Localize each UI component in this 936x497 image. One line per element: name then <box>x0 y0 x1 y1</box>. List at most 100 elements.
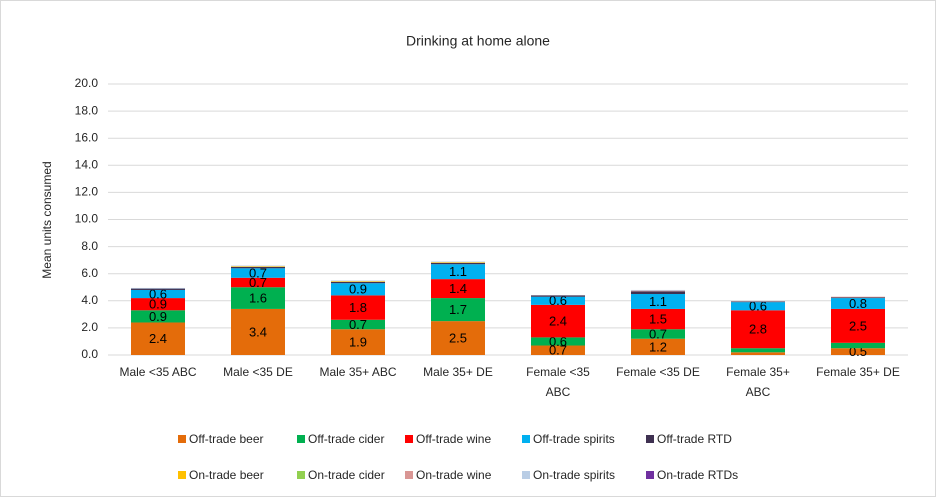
x-tick-label: Male <35 DE <box>223 365 293 379</box>
x-tick-label-line: ABC <box>546 385 571 399</box>
data-label: 0.6 <box>549 293 567 308</box>
legend-swatch <box>522 435 530 443</box>
legend-swatch <box>297 471 305 479</box>
bar-segment <box>331 283 385 296</box>
bar-segment <box>231 277 285 288</box>
bar-segment <box>331 281 385 284</box>
chart-title: Drinking at home alone <box>406 33 550 49</box>
bar-segment <box>731 310 785 349</box>
data-label: 1.9 <box>349 335 367 350</box>
bar-segment <box>831 297 885 299</box>
data-label: 1.8 <box>349 300 367 315</box>
x-tick-label-line: Female <35 <box>526 365 590 379</box>
data-label: 0.6 <box>749 299 767 314</box>
y-tick-label: 10.0 <box>75 212 99 226</box>
bar-segment <box>231 287 285 309</box>
legend-label: On-trade RTDs <box>657 468 738 482</box>
legend-swatch <box>646 435 654 443</box>
y-tick-label: 14.0 <box>75 157 99 171</box>
bar-segment <box>331 295 385 320</box>
x-tick-label-line: Female 35+ <box>726 365 790 379</box>
legend-label: Off-trade beer <box>189 432 263 446</box>
bar-segment <box>131 298 185 311</box>
bar-segment <box>531 296 585 305</box>
x-tick-label: Female <35 DE <box>616 365 700 379</box>
x-tick-label-line: ABC <box>746 385 771 399</box>
data-label: 0.6 <box>149 286 167 301</box>
data-label: 0.7 <box>349 317 367 332</box>
bar-segment <box>631 308 685 330</box>
bar-segment <box>331 329 385 355</box>
legend-swatch <box>178 435 186 443</box>
legend-label: On-trade cider <box>308 468 385 482</box>
data-label: 2.5 <box>449 331 467 346</box>
bar-segment <box>531 304 585 338</box>
data-label: 2.8 <box>749 322 767 337</box>
bar-segment <box>331 281 385 282</box>
y-tick-label: 20.0 <box>75 76 99 90</box>
x-tick-label: Male 35+ ABC <box>319 365 396 379</box>
legend-swatch <box>646 471 654 479</box>
bar-segment <box>631 289 685 291</box>
y-tick-label: 4.0 <box>81 293 98 307</box>
y-tick-label: 2.0 <box>81 320 98 334</box>
bar-segment <box>631 290 685 292</box>
bar-segment <box>131 289 185 299</box>
data-label: 1.1 <box>649 294 667 309</box>
bar-segment <box>831 342 885 349</box>
legend-swatch <box>405 471 413 479</box>
bar-segment <box>131 287 185 289</box>
data-label: 1.6 <box>249 291 267 306</box>
x-tick-label: Female <35 ABC <box>526 365 590 399</box>
bar-segment <box>431 279 485 299</box>
data-label: 0.7 <box>249 275 267 290</box>
legend-swatch <box>405 435 413 443</box>
data-label: 0.8 <box>849 296 867 311</box>
bar-segment <box>631 294 685 309</box>
y-tick-label: 8.0 <box>81 239 98 253</box>
legend-label: Off-trade cider <box>308 432 384 446</box>
bar-segment <box>431 262 485 263</box>
bar-segment <box>231 266 285 269</box>
x-tick-label: Female 35+ ABC <box>726 365 790 399</box>
x-tick-label: Male <35 ABC <box>119 365 196 379</box>
legend-swatch <box>178 471 186 479</box>
legend-label: On-trade beer <box>189 468 264 482</box>
bar-segment <box>831 298 885 309</box>
bar-segment <box>431 264 485 280</box>
y-tick-label: 16.0 <box>75 130 99 144</box>
bar-segment <box>731 352 785 355</box>
bar-segment <box>231 308 285 355</box>
bar-segment <box>531 337 585 346</box>
legend-label: On-trade wine <box>416 468 492 482</box>
legend-label: Off-trade RTD <box>657 432 732 446</box>
bar-segment <box>131 310 185 323</box>
bar-segment <box>431 262 485 265</box>
y-tick-label: 18.0 <box>75 103 99 117</box>
x-tick-label: Female 35+ DE <box>816 365 900 379</box>
data-label: 1.1 <box>449 264 467 279</box>
bar-segment <box>531 295 585 297</box>
bar-segment <box>331 280 385 282</box>
data-label: 1.5 <box>649 312 667 327</box>
bar-segment <box>831 348 885 355</box>
bar-segment <box>531 345 585 355</box>
bar-segment <box>731 302 785 311</box>
data-label: 2.4 <box>149 331 167 346</box>
data-label: 1.4 <box>449 281 467 296</box>
bar-segment <box>231 265 285 267</box>
bar-segment <box>831 308 885 343</box>
bar-segment <box>231 266 285 267</box>
data-label: 0.7 <box>549 343 567 358</box>
bar-segment <box>631 291 685 295</box>
legend-swatch <box>522 471 530 479</box>
legend-label: Off-trade wine <box>416 432 491 446</box>
x-tick-label: Male 35+ DE <box>423 365 493 379</box>
bar-segment <box>431 298 485 322</box>
data-label: 0.9 <box>349 282 367 297</box>
y-tick-label: 0.0 <box>81 347 98 361</box>
legend-label: On-trade spirits <box>533 468 615 482</box>
data-label: 3.4 <box>249 324 267 339</box>
